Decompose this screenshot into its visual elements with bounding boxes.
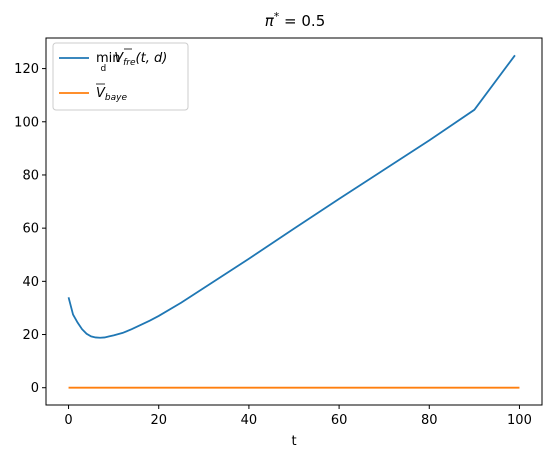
plot-area xyxy=(67,54,520,389)
legend-label-series-0: min dVfre(t, d) xyxy=(96,51,167,74)
x-tick-label: 0 xyxy=(64,413,72,428)
legend: min dVfre(t, d) Vbaye xyxy=(52,42,189,111)
legend-label-series-1: Vbaye xyxy=(96,86,127,103)
y-tick-label: 40 xyxy=(22,275,39,290)
series-line-0 xyxy=(67,54,516,339)
ticks: 0 20 40 60 80 100 0 20 40 60 80 100 120 xyxy=(14,62,532,428)
x-tick-label: 40 xyxy=(241,413,258,428)
y-tick-label: 100 xyxy=(14,115,39,130)
y-tick-label: 120 xyxy=(14,62,39,77)
x-tick-label: 80 xyxy=(421,413,438,428)
y-tick-label: 20 xyxy=(22,328,39,343)
y-tick-label: 80 xyxy=(22,168,39,183)
x-axis-label: t xyxy=(291,434,296,449)
chart-title: π* = 0.5 xyxy=(265,10,326,30)
x-tick-label: 20 xyxy=(150,413,167,428)
x-tick-label: 100 xyxy=(507,413,532,428)
y-tick-label: 0 xyxy=(31,381,39,396)
x-tick-label: 60 xyxy=(331,413,348,428)
y-tick-label: 60 xyxy=(22,222,39,237)
axes-frame xyxy=(45,37,543,406)
